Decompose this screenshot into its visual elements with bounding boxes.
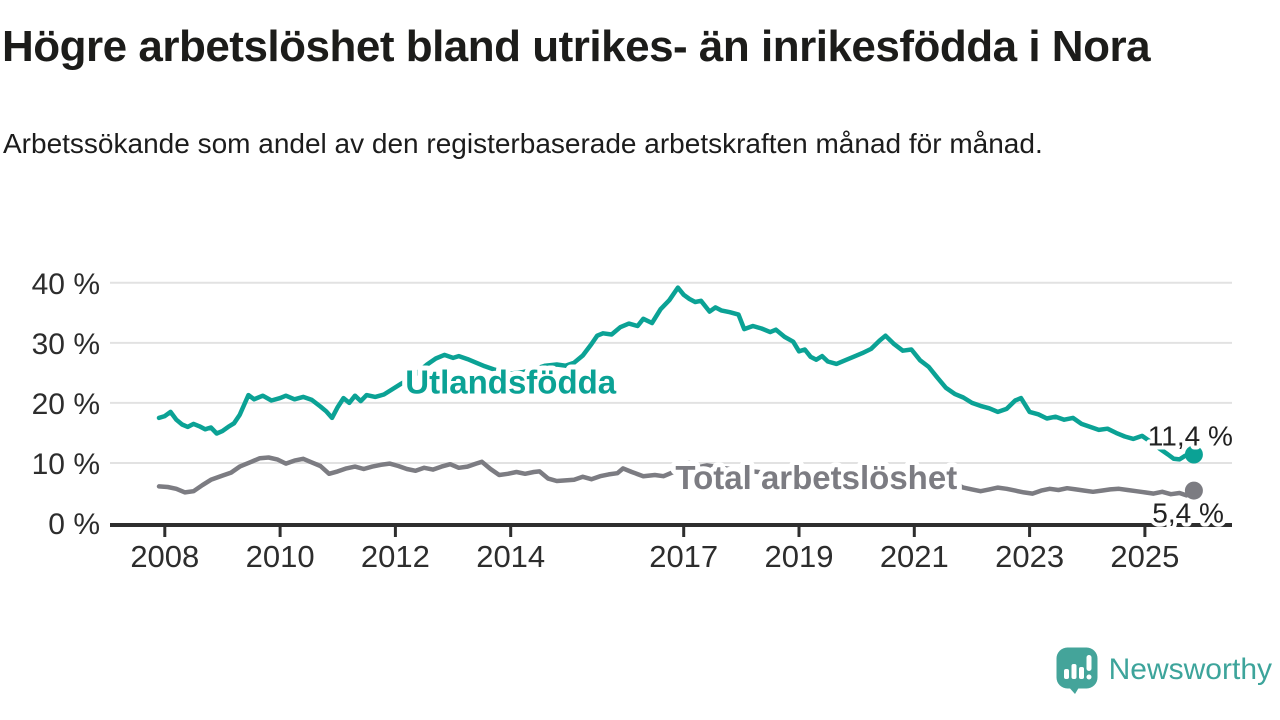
series-end-dot-utlandsfodda bbox=[1184, 445, 1203, 464]
series-line-total-arbetsloshet bbox=[156, 455, 1197, 498]
x-tick-label: 2021 bbox=[880, 539, 949, 574]
chart-subtitle: Arbetssökande som andel av den registerb… bbox=[3, 128, 1043, 159]
x-tick-label: 2023 bbox=[995, 539, 1064, 574]
y-tick-label: 30 % bbox=[32, 328, 100, 361]
series-end-dot-total-arbetsloshet bbox=[1184, 481, 1203, 500]
end-value-label-utlandsfodda: 11,4 % bbox=[1148, 421, 1233, 452]
end-value-label-total-arbetsloshet: 5,4 % bbox=[1152, 498, 1224, 529]
x-tick-label: 2014 bbox=[476, 539, 545, 574]
x-tick-label: 2017 bbox=[649, 539, 718, 574]
speech-bubble-tail bbox=[1065, 684, 1081, 694]
series-label-utlandsfodda: Utlandsfödda bbox=[405, 363, 616, 400]
series-line-utlandsfodda bbox=[156, 285, 1197, 462]
page-title: Högre arbetslöshet bland utrikes- än inr… bbox=[2, 22, 1151, 71]
y-tick-label: 0 % bbox=[48, 508, 100, 541]
y-tick-label: 10 % bbox=[32, 448, 100, 481]
exclamation-bar bbox=[1086, 655, 1092, 671]
x-tick-label: 2008 bbox=[130, 539, 199, 574]
newsworthy-logo-text: Newsworthy bbox=[1108, 653, 1272, 686]
newsworthy-logo-icon bbox=[1056, 647, 1098, 694]
bar-tall bbox=[1071, 664, 1077, 679]
x-tick-label: 2012 bbox=[361, 539, 430, 574]
newsworthy-logo: Newsworthy bbox=[1055, 646, 1272, 694]
x-tick-label: 2025 bbox=[1110, 539, 1179, 574]
exclamation-dot bbox=[1086, 674, 1092, 680]
y-tick-label: 20 % bbox=[32, 388, 100, 421]
series-label-total-arbetsloshet: Total arbetslöshet bbox=[675, 459, 957, 496]
bar-short bbox=[1063, 669, 1069, 679]
x-tick-label: 2019 bbox=[765, 539, 834, 574]
bar-medium bbox=[1078, 667, 1084, 679]
y-tick-label: 40 % bbox=[32, 268, 100, 301]
x-tick-label: 2010 bbox=[246, 539, 315, 574]
